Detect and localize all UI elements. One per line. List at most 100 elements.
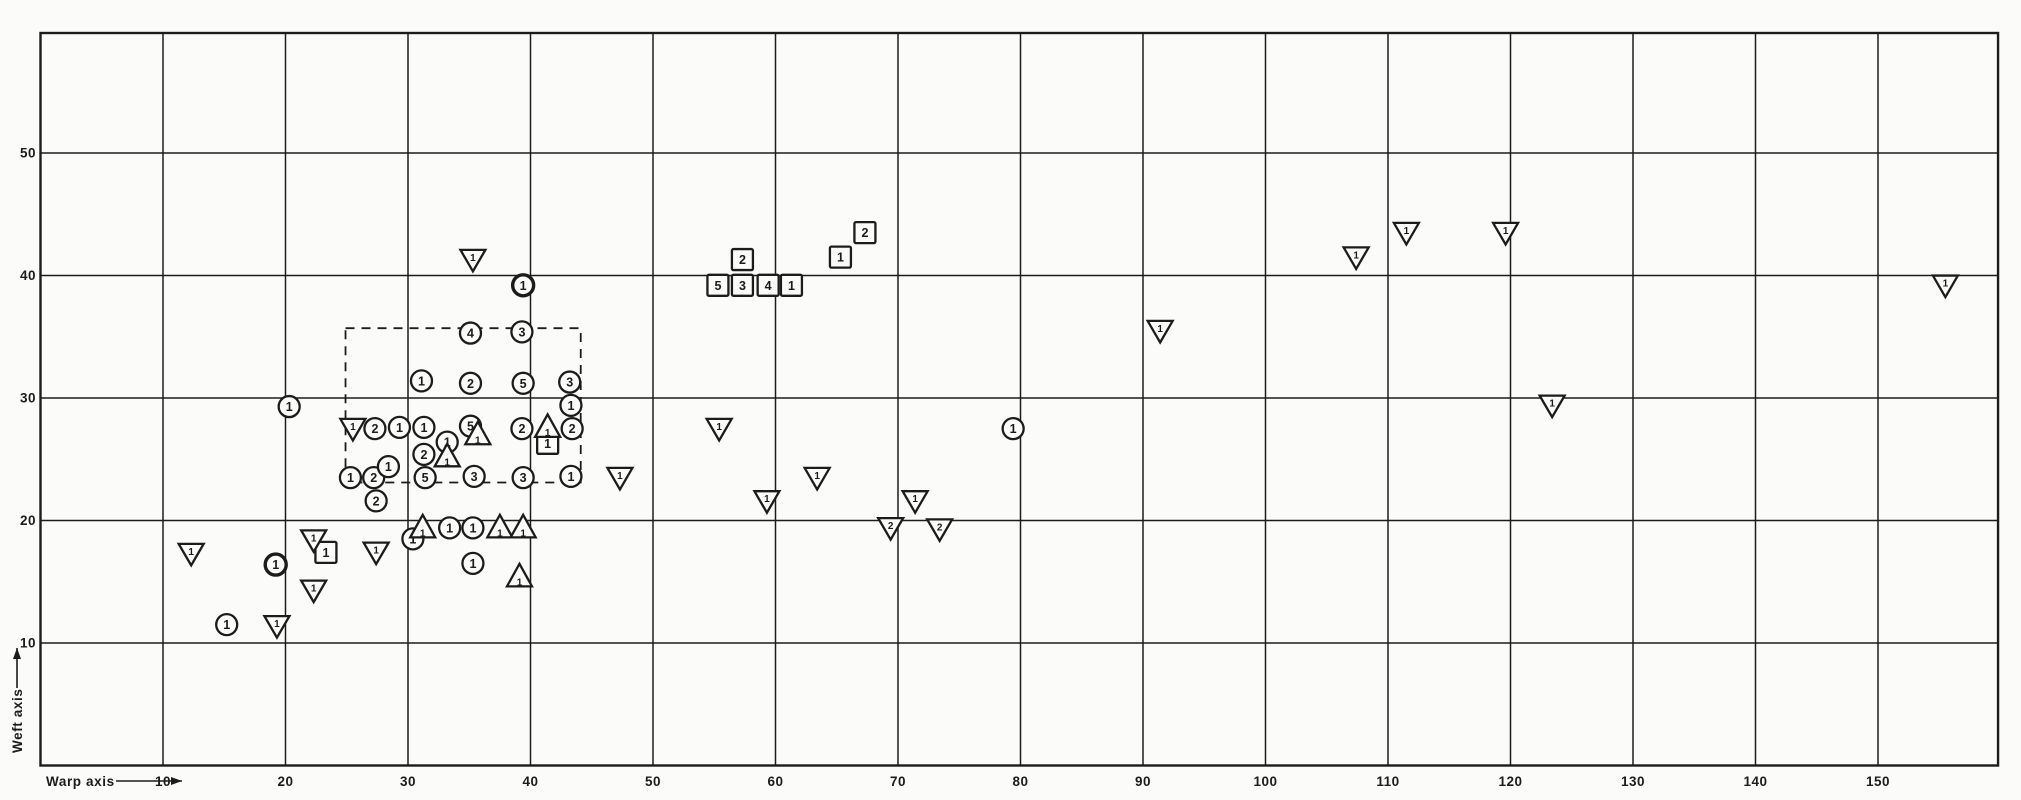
marker-triangle-up-with-number: 1 bbox=[408, 512, 438, 539]
marker-circle-with-number: 4 bbox=[458, 321, 483, 345]
marker-count-label: 1 bbox=[1157, 324, 1163, 335]
marker-circle-with-number: 2 bbox=[458, 371, 483, 395]
marker-circle-with-number: 3 bbox=[511, 465, 535, 490]
marker-circle-with-number: 1 bbox=[412, 415, 436, 440]
marker-circle-with-number: 2 bbox=[510, 416, 534, 441]
circle-icon bbox=[1001, 416, 1025, 441]
marker-count-label: 1 bbox=[274, 619, 280, 630]
circle-icon bbox=[558, 370, 582, 394]
marker-circle-with-number: 3 bbox=[510, 320, 534, 344]
circle-icon bbox=[560, 416, 584, 441]
triangle-down-icon bbox=[299, 579, 329, 605]
marker-count-label: 3 bbox=[518, 325, 525, 339]
triangle-down-icon bbox=[338, 417, 368, 443]
circle-icon bbox=[376, 454, 401, 479]
marker-count-label: 2 bbox=[739, 253, 746, 267]
marker-square-with-number: 1 bbox=[779, 273, 804, 297]
x-tick-label-80: 80 bbox=[1012, 774, 1028, 789]
marker-count-label: 1 bbox=[223, 618, 230, 632]
marker-triangle-up-with-number: 1 bbox=[463, 419, 493, 446]
marker-count-label: 1 bbox=[286, 400, 293, 414]
marker-count-label: 1 bbox=[475, 435, 481, 446]
circle-icon bbox=[437, 516, 462, 540]
square-icon bbox=[828, 245, 853, 269]
marker-count-label: 1 bbox=[311, 533, 317, 544]
marker-count-label: 1 bbox=[385, 460, 392, 474]
marker-count-label: 1 bbox=[420, 421, 427, 435]
marker-triangle-down-with-number: 1 bbox=[605, 466, 635, 492]
triangle-up-icon bbox=[533, 412, 563, 439]
marker-triangle-up-with-number: 1 bbox=[485, 512, 515, 539]
marker-circle-with-number: 5 bbox=[413, 465, 437, 490]
marker-triangle-down-with-number: 1 bbox=[338, 417, 368, 443]
marker-count-label: 5 bbox=[467, 420, 474, 434]
marker-count-label: 1 bbox=[350, 422, 356, 433]
y-tick-label-30: 30 bbox=[20, 391, 36, 406]
marker-triangle-down-with-number: 1 bbox=[1391, 221, 1421, 247]
marker-count-label: 2 bbox=[371, 422, 378, 436]
marker-count-label: 1 bbox=[272, 558, 279, 572]
triangle-up-icon bbox=[505, 561, 534, 588]
marker-circle-with-number: 1 bbox=[376, 454, 401, 479]
marker-triangle-down-with-number: 1 bbox=[1930, 274, 1960, 300]
marker-count-label: 4 bbox=[467, 327, 474, 341]
marker-count-label: 3 bbox=[566, 376, 573, 390]
marker-count-label: 3 bbox=[471, 470, 478, 484]
marker-square-with-number: 2 bbox=[730, 247, 755, 272]
marker-count-label: 1 bbox=[469, 521, 476, 535]
circle-icon bbox=[277, 394, 301, 419]
marker-circle-with-number: 1 bbox=[277, 394, 301, 419]
marker-triangle-up-with-number: 1 bbox=[508, 512, 538, 539]
marker-count-label: 1 bbox=[1503, 226, 1509, 237]
marker-square-with-number: 3 bbox=[730, 273, 755, 297]
marker-circle-with-number: 1 bbox=[215, 612, 239, 637]
marker-count-label: 1 bbox=[544, 437, 551, 451]
marker-count-label: 1 bbox=[1549, 399, 1555, 410]
x-tick-label-140: 140 bbox=[1743, 774, 1767, 789]
marker-count-label: 2 bbox=[370, 471, 377, 485]
plot-border bbox=[39, 31, 2000, 767]
circle-icon bbox=[510, 416, 534, 441]
marker-count-label: 3 bbox=[739, 279, 746, 293]
marker-count-label: 1 bbox=[347, 471, 354, 485]
marker-count-label: 3 bbox=[520, 471, 527, 485]
triangle-up-icon bbox=[408, 512, 438, 539]
circle-icon bbox=[511, 371, 535, 395]
x-tick-label-60: 60 bbox=[767, 774, 783, 789]
marker-count-label: 1 bbox=[418, 374, 425, 388]
x-tick-label-30: 30 bbox=[400, 774, 416, 789]
circle-icon bbox=[413, 465, 437, 490]
weft-axis-label: Weft axis bbox=[10, 689, 25, 753]
triangle-down-icon bbox=[605, 466, 635, 492]
marker-count-label: 2 bbox=[888, 521, 894, 532]
triangle-up-icon bbox=[432, 441, 462, 468]
triangle-down-icon bbox=[458, 248, 488, 274]
marker-count-label: 1 bbox=[520, 279, 527, 293]
marker-circle-with-number: 3 bbox=[462, 464, 486, 489]
circle-icon bbox=[363, 416, 387, 441]
marker-count-label: 1 bbox=[545, 428, 551, 439]
marker-count-label: 1 bbox=[373, 546, 379, 557]
marker-circle-with-number: 1 bbox=[461, 516, 485, 540]
marker-triangle-down-with-number: 1 bbox=[900, 490, 930, 515]
x-tick-label-90: 90 bbox=[1135, 774, 1151, 789]
marker-count-label: 1 bbox=[1943, 279, 1949, 290]
marker-triangle-down-with-number: 1 bbox=[1537, 394, 1567, 420]
x-tick-label-40: 40 bbox=[522, 774, 538, 789]
circle-icon bbox=[215, 612, 239, 637]
square-icon bbox=[314, 540, 338, 564]
triangle-down-icon bbox=[876, 516, 906, 542]
triangle-down-icon bbox=[1145, 319, 1175, 345]
circle-icon bbox=[461, 551, 485, 576]
marker-square-with-number: 2 bbox=[853, 220, 877, 245]
marker-count-label: 1 bbox=[764, 494, 770, 505]
square-icon bbox=[730, 247, 755, 272]
circle-icon bbox=[461, 516, 485, 540]
marker-triangle-up-with-number: 1 bbox=[533, 412, 563, 439]
marker-count-label: 1 bbox=[814, 471, 820, 482]
marker-count-label: 1 bbox=[444, 457, 450, 468]
marker-triangle-down-with-number: 1 bbox=[802, 466, 832, 492]
circle-icon bbox=[409, 369, 434, 393]
